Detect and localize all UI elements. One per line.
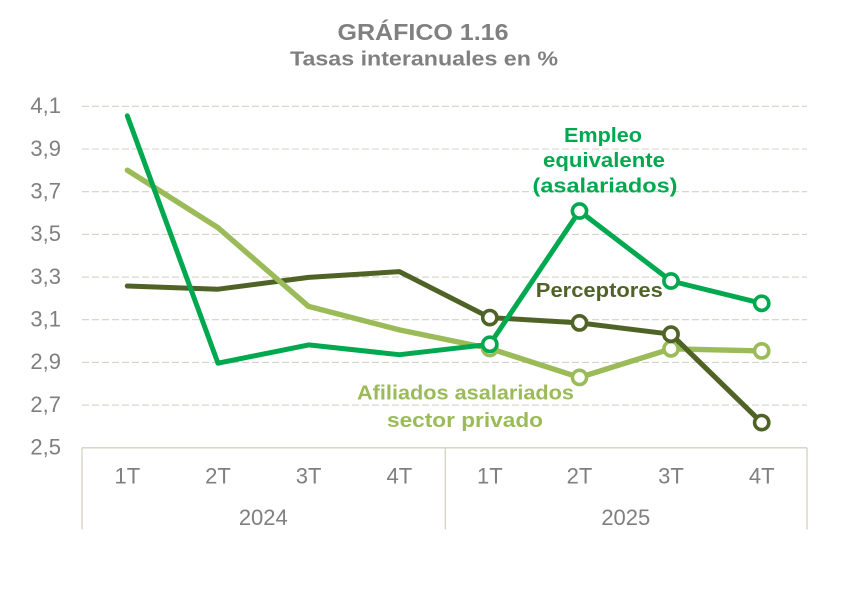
- svg-text:4T: 4T: [749, 464, 775, 489]
- svg-text:sector privado: sector privado: [387, 410, 543, 432]
- svg-text:4T: 4T: [387, 464, 413, 489]
- svg-text:1T: 1T: [114, 464, 140, 489]
- svg-text:3,9: 3,9: [30, 136, 61, 161]
- svg-text:3T: 3T: [658, 464, 684, 489]
- svg-text:2024: 2024: [239, 505, 288, 530]
- svg-text:3T: 3T: [296, 464, 322, 489]
- svg-text:2,7: 2,7: [30, 392, 61, 417]
- svg-text:4,1: 4,1: [30, 93, 61, 118]
- svg-text:1T: 1T: [477, 464, 503, 489]
- svg-text:Tasas interanuales en %: Tasas interanuales en %: [290, 49, 558, 71]
- svg-text:2T: 2T: [567, 464, 593, 489]
- svg-text:equivalente: equivalente: [543, 150, 665, 172]
- svg-text:2,9: 2,9: [30, 349, 61, 374]
- svg-text:3,7: 3,7: [30, 179, 61, 204]
- svg-text:2025: 2025: [601, 505, 650, 530]
- svg-text:2T: 2T: [205, 464, 231, 489]
- svg-text:Empleo: Empleo: [564, 125, 642, 147]
- svg-text:3,1: 3,1: [30, 307, 61, 332]
- svg-text:Afiliados asalariados: Afiliados asalariados: [357, 383, 574, 405]
- svg-text:3,3: 3,3: [30, 264, 61, 289]
- svg-text:3,5: 3,5: [30, 221, 61, 246]
- svg-text:2,5: 2,5: [30, 435, 61, 460]
- svg-text:(asalariados): (asalariados): [533, 176, 678, 198]
- svg-text:Perceptores: Perceptores: [536, 280, 663, 302]
- svg-text:GRÁFICO 1.16: GRÁFICO 1.16: [338, 18, 509, 45]
